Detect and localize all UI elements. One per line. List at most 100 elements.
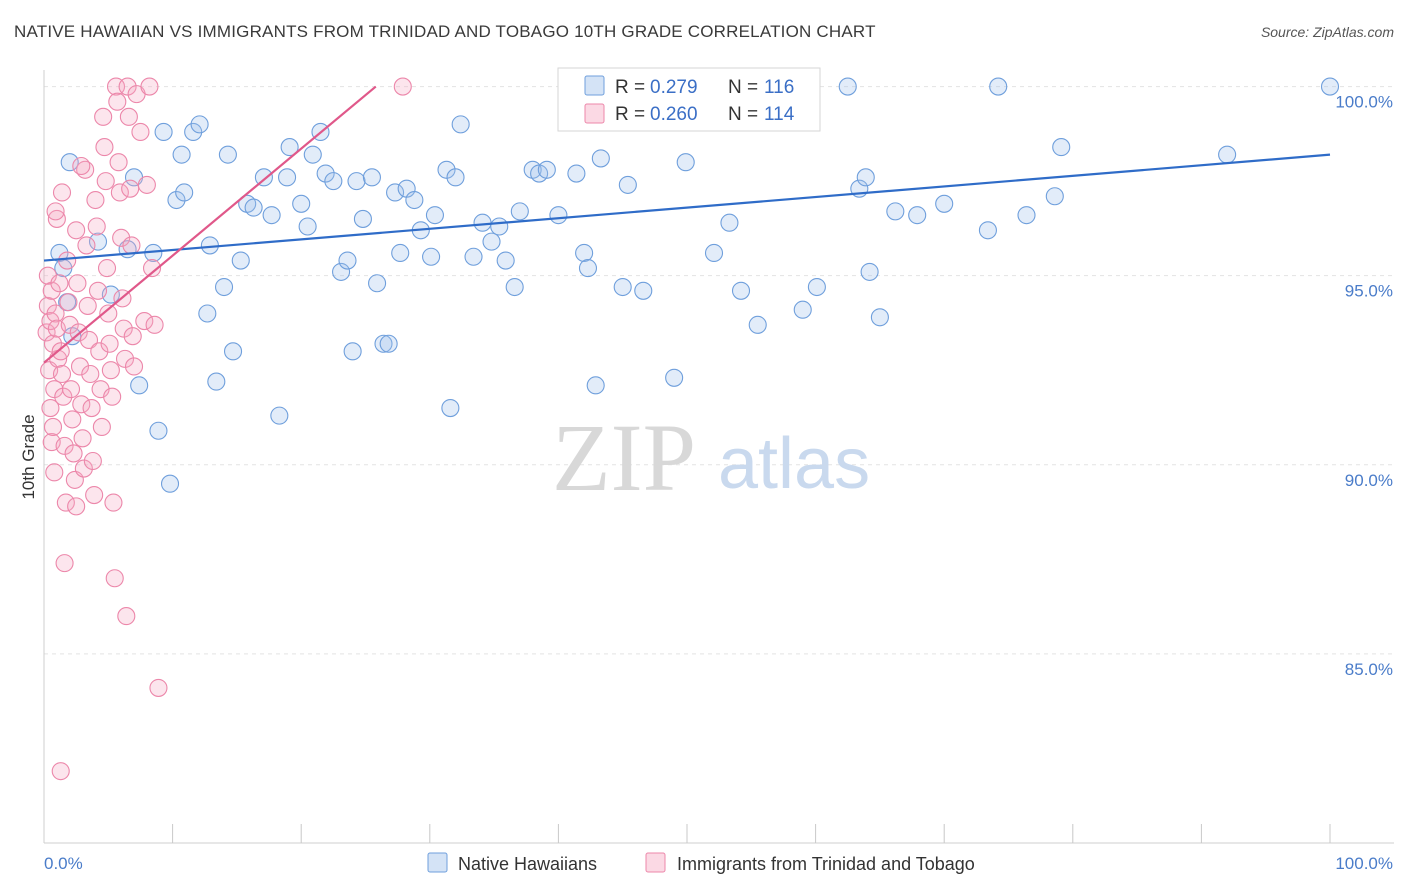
data-point [61,380,81,399]
data-point [67,221,86,240]
data-point [117,607,136,626]
data-point [807,277,826,297]
data-point [473,213,492,232]
data-point [92,417,111,437]
stats-r-value-pink: 0.260 [650,104,698,125]
data-point [131,122,150,142]
legend-label-pink: Immigrants from Trinidad and Tobago [677,854,975,874]
data-point [114,319,133,338]
data-point [94,107,113,126]
legend-label-blue: Native Hawaiians [458,854,597,874]
data-point [95,138,114,157]
series-native-hawaiians [50,77,1340,493]
data-point [223,342,243,361]
data-point [618,175,637,194]
data-point [190,115,209,134]
stats-n-label-blue: N = [728,77,758,98]
stats-n-value-blue: 116 [764,77,794,98]
data-point [73,429,92,448]
data-point [446,168,465,187]
data-point [68,274,87,293]
stats-box-frame [557,67,821,132]
data-point [130,376,149,395]
axes [43,70,1394,844]
data-point [567,164,586,183]
stats-r-value-blue: 0.279 [650,77,698,98]
data-point [214,277,234,297]
trend-line [43,85,377,364]
data-point [464,247,483,266]
data-point [82,398,101,418]
y-axis-title: 10th Grade [19,414,38,499]
data-point [586,376,605,395]
data-point [78,296,97,315]
data-point [591,149,610,168]
data-point [856,168,875,187]
data-point [292,194,311,213]
data-point [422,247,441,266]
data-point [97,259,117,278]
data-point [908,206,927,225]
data-point [58,251,77,270]
data-point [88,281,108,300]
data-point [59,293,78,312]
data-point [575,243,594,263]
chart-title: NATIVE HAWAIIAN VS IMMIGRANTS FROM TRINI… [14,22,876,41]
data-point [167,190,186,210]
data-point [537,160,556,179]
data-point [316,164,335,183]
data-point [50,243,69,263]
watermark-zip: ZIP [552,404,696,511]
data-point [52,364,72,384]
data-point [77,236,96,255]
data-point [118,77,137,96]
stats-n-label-pink: N = [728,104,758,125]
data-point [496,251,515,270]
data-point [87,217,106,236]
data-point [578,259,598,278]
y-tick-labels: 85.0% 90.0% 95.0% 100.0% [1335,93,1393,679]
data-point [353,209,372,228]
data-point [55,554,74,573]
trend-line [43,153,1331,262]
data-point [119,107,138,126]
data-point [104,493,123,512]
data-point [338,251,357,270]
stats-swatch-pink [584,103,605,124]
data-point [70,357,90,376]
data-point [109,153,128,172]
data-point [935,194,954,213]
data-point [1218,145,1237,164]
data-point [613,277,632,297]
data-point [886,202,905,221]
stats-r-label-blue: R = [615,77,645,98]
data-point [172,145,191,164]
data-point [437,160,456,179]
data-point [46,202,65,221]
trend-lines [43,85,1331,364]
data-point [343,342,362,361]
watermark-atlas: atlas [718,424,870,504]
data-point [838,77,857,96]
data-point [67,497,86,516]
data-point [55,436,74,455]
data-point [989,77,1008,96]
data-point [510,202,529,221]
data-point [105,569,124,588]
data-point [135,312,154,331]
stats-box: R = 0.279 N = 116 R = 0.260 N = 114 [557,67,821,132]
data-point [332,262,351,281]
data-point [298,217,317,236]
grid-lines [44,86,1394,655]
data-point [64,444,83,463]
data-point [218,145,237,164]
data-point [123,327,142,346]
data-point [81,364,100,384]
data-point [870,308,889,327]
data-point [748,315,767,334]
data-point [46,304,65,323]
data-point [720,213,739,232]
data-point [1017,206,1036,225]
data-point [1045,187,1064,206]
legend-swatch-pink [645,852,666,873]
